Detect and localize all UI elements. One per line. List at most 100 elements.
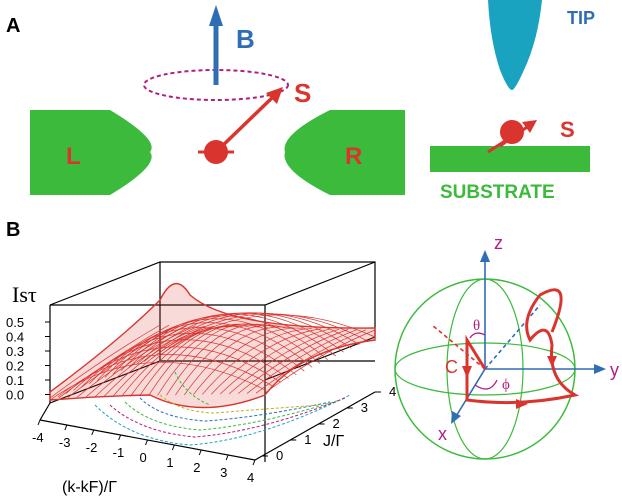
tip-label: TIP (567, 8, 595, 28)
y-tick-label: 2 (333, 416, 340, 431)
substrate-spin-particle (500, 120, 524, 144)
mesh-line (112, 315, 329, 375)
z-tick-label: 0.2 (6, 359, 24, 374)
mesh-line (264, 329, 376, 394)
y-arrowhead (594, 364, 606, 374)
mesh-line (49, 324, 161, 399)
substrate (430, 146, 590, 172)
substrate-spin-tail (487, 137, 509, 154)
mesh-line (237, 329, 349, 394)
trajectory-arrow-1 (462, 366, 472, 378)
mesh-line (151, 313, 368, 359)
x-tick-label: 1 (166, 455, 173, 470)
x-tick (198, 449, 202, 456)
z-tick-label: 0.4 (6, 330, 24, 345)
mesh-line (246, 329, 358, 394)
theta-arc (469, 332, 486, 339)
z-tick-label: 0.3 (6, 344, 24, 359)
floor-contours (94, 371, 351, 446)
y-axis-title: J/Γ (323, 433, 344, 450)
x-tick (91, 429, 95, 436)
x-axis-title: (k-kF)/Γ (62, 479, 117, 496)
mesh-line (202, 328, 313, 395)
x-tick (171, 444, 175, 451)
mesh-line (144, 312, 360, 362)
y-tick-label: 1 (304, 432, 311, 447)
x-tick (118, 434, 122, 441)
x-tick (145, 439, 148, 446)
mesh-line (210, 328, 322, 395)
phi-label: ϕ (502, 377, 510, 393)
x-tick (64, 424, 68, 431)
x-tick-label: -3 (59, 435, 71, 450)
mesh-line (81, 332, 297, 388)
sphere-axes (431, 256, 600, 419)
theta-label: θ (473, 318, 480, 334)
curve-label: C (445, 357, 458, 377)
x-tick-label: -4 (32, 430, 44, 445)
mesh-line (136, 312, 352, 365)
mesh-line (103, 325, 214, 397)
stm-tip (488, 0, 542, 90)
mesh-line (166, 323, 277, 396)
x-tick (37, 419, 41, 426)
mesh-line (184, 326, 295, 396)
substrate-spin-label: S (560, 117, 575, 142)
phi-arc (474, 379, 498, 390)
mesh-line (159, 314, 376, 356)
substrate-label: SUBSTRATE (440, 182, 555, 203)
mesh-line (139, 324, 250, 397)
x-tick (225, 454, 229, 461)
b-field-label: B (236, 24, 255, 54)
x-tick-label: 3 (220, 465, 227, 480)
z-arrowhead (480, 250, 490, 262)
x-tick-label: 4 (247, 470, 254, 485)
x-tick-label: 2 (193, 460, 200, 475)
b-field-arrowhead (209, 5, 223, 26)
mesh-line (89, 327, 305, 385)
mesh-line (73, 339, 289, 391)
mesh-line (85, 325, 196, 398)
panel-b-label: B (6, 219, 20, 241)
mesh-line (193, 327, 304, 395)
y-tick-label: 4 (389, 384, 396, 399)
x-arrowhead (451, 411, 461, 424)
spin-particle (204, 140, 228, 164)
x-tick-label: -1 (113, 445, 125, 460)
x-tick-label: -2 (86, 440, 98, 455)
mesh-line (128, 312, 344, 369)
mesh-line (96, 322, 313, 381)
y-tick-label: 0 (276, 448, 283, 463)
z-tick-label: 0.1 (6, 373, 24, 388)
mesh-line (148, 323, 259, 396)
spin-label: S (294, 78, 311, 108)
mesh-line (219, 328, 331, 395)
panel-a-label: A (6, 15, 20, 37)
z-tick-label: 0.5 (6, 315, 24, 330)
trajectory-c (465, 288, 580, 405)
surface-plot (49, 283, 376, 409)
y-label: y (610, 360, 619, 380)
left-lead (30, 110, 152, 195)
right-lead-label: R (345, 143, 362, 170)
mesh-line (65, 346, 281, 394)
z-axis-title: Isτ (12, 282, 37, 307)
z-ticks: 0.50.40.30.20.10.0 (6, 315, 50, 403)
spin-arrowhead (266, 87, 283, 104)
y-ticks: 0 1 2 3 4 (262, 384, 396, 463)
z-tick-label: 0.0 (6, 388, 24, 403)
x-ticks: -4 -3 -2 -1 0 1 2 3 4 (32, 419, 256, 485)
x-label: x (438, 424, 447, 444)
x-tick (252, 459, 256, 466)
trajectory-arrow-2 (516, 399, 528, 409)
spin-arrow (214, 92, 278, 154)
x-tick-label: 0 (140, 450, 147, 465)
mesh-line (67, 325, 179, 398)
right-lead (284, 110, 405, 195)
z-label: z (494, 233, 503, 253)
trajectory-arrow-3 (547, 356, 557, 367)
y-tick-label: 3 (361, 400, 368, 415)
left-lead-label: L (66, 143, 81, 170)
substrate-spin-arrowhead (522, 120, 537, 133)
